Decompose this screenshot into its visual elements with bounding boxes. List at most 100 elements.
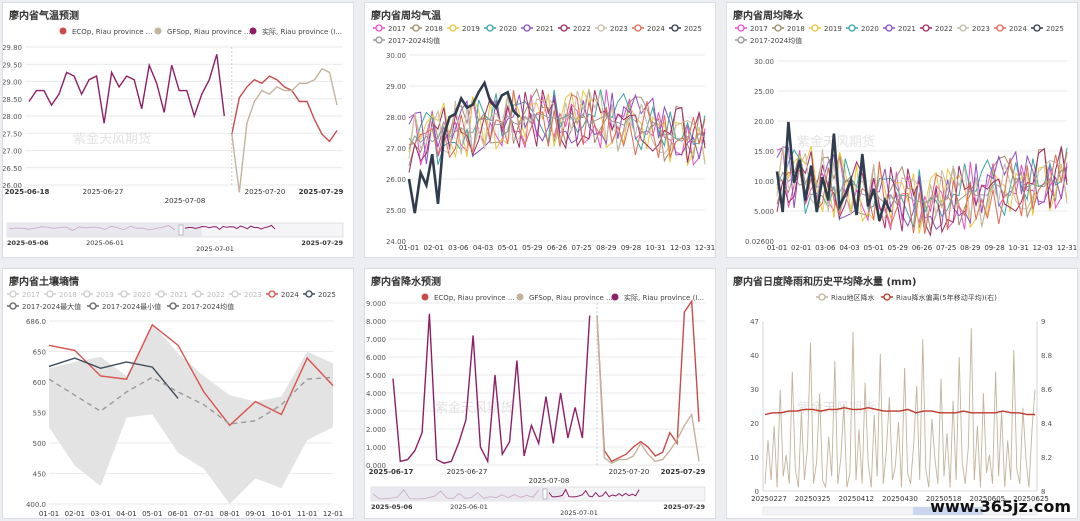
- x-tick-label: 07-25: [936, 244, 956, 252]
- legend-marker-5: [922, 24, 930, 32]
- legend-label-1: 2018: [425, 25, 443, 33]
- series-line-2025: [48, 357, 179, 399]
- x-tick-label: 09-28: [984, 244, 1004, 252]
- slider-mid-label: 2025-06-01: [86, 239, 124, 247]
- series-line-2017-2024均值: [48, 376, 334, 425]
- series-line-实际: [392, 313, 591, 464]
- series-line-2024: [408, 89, 706, 159]
- legend-label-4: 2021: [170, 291, 188, 299]
- legend-label-5: 2022: [573, 25, 591, 33]
- x-tick-label: 12-03: [1033, 244, 1053, 252]
- chart-weekly-rain[interactable]: 2017 2018 2019 2020 2021 2022 2023 2024 2025 2017…: [727, 3, 1078, 258]
- x-tick-label: 06-01: [168, 510, 188, 518]
- x-tick-label: 2025-07-20: [609, 468, 650, 476]
- slider-left-label: 2025-05-06: [7, 239, 49, 247]
- x-tick-label: 08-01: [220, 510, 240, 518]
- slider-range: [913, 507, 983, 515]
- legend-label-8: 2025: [1046, 25, 1064, 33]
- y-tick-label: 29.00: [2, 79, 22, 87]
- y-tick-label: 26.00: [386, 176, 406, 184]
- legend-label-6: 2023: [972, 25, 990, 33]
- chart-temp-forecast[interactable]: ECOp, Riau province ... GFSop, Riau provi…: [3, 3, 354, 258]
- chart-weekly-temp[interactable]: 2017 2018 2019 2020 2021 2022 2023 2024 2025 2017…: [365, 3, 716, 258]
- x-tick-label: 2025-07-20: [245, 188, 286, 196]
- series-line-rain: [764, 328, 1036, 488]
- x-tick-label: 20250412: [839, 495, 875, 503]
- legend-marker-1: [46, 290, 54, 298]
- legend-marker-4: [523, 24, 531, 32]
- y-tick-label: 10.00: [754, 178, 774, 186]
- chart-rain-forecast[interactable]: ECOp, Riau province ... GFSop, Riau provi…: [365, 269, 716, 519]
- y-tick-label: 30: [750, 386, 759, 394]
- legend-label-10: 2017-2024最小值: [102, 302, 161, 311]
- x-tick-label: 10-31: [1008, 244, 1028, 252]
- legend-marker-0: [59, 27, 67, 35]
- legend-label-3: 2020: [133, 291, 151, 299]
- legend-label-2: 2019: [96, 291, 114, 299]
- x-tick-label: 04-01: [116, 510, 136, 518]
- panel-title: 廖内省周均气温: [371, 11, 441, 22]
- series-line-2025: [775, 121, 892, 222]
- chart-daily-rain[interactable]: Riau地区降水 Riau降水偏离(5年移动平均)(右) 47 40 30 20 10 0 9 8…: [727, 269, 1078, 519]
- y-tick-label: 28.00: [2, 113, 22, 121]
- y-tick-label: 400.0: [26, 501, 46, 509]
- y-tick-label: 29.50: [2, 61, 22, 69]
- x-tick-label: 12-03: [670, 244, 690, 252]
- series-line-deviation: [764, 406, 1035, 416]
- x-tick-label: 20250518: [926, 495, 962, 503]
- y-tick-label: 8.8: [1041, 352, 1052, 360]
- y-tick-label: 0: [755, 488, 759, 496]
- y-tick-label: 5.000: [754, 208, 774, 216]
- x-tick-label: 2025-06-18: [5, 188, 50, 196]
- legend-marker-7: [268, 290, 276, 298]
- legend-label-7: 2024: [1009, 25, 1027, 33]
- legend-marker-0: [9, 290, 17, 298]
- legend-marker-8: [1033, 24, 1041, 32]
- x-tick-label: 06-26: [912, 244, 933, 252]
- x-tick-label: 2025-07-29: [661, 468, 706, 476]
- y-tick-label: 30.00: [386, 52, 406, 60]
- y-tick-label: 6.000: [366, 354, 386, 362]
- legend-marker-3: [486, 24, 494, 32]
- legend-label-1: 2018: [59, 291, 77, 299]
- x-tick-label: 12-31: [695, 244, 715, 252]
- y-tick-label: 7.000: [366, 336, 386, 344]
- slider-handle: [542, 488, 548, 500]
- series-line-实际: [28, 54, 225, 124]
- y-tick-label: 47: [750, 318, 759, 326]
- panel-title: 廖内省周均降水: [733, 11, 803, 22]
- slider-mid2-label: 2025-07-01: [196, 245, 234, 253]
- x-tick-label: 05-01: [863, 244, 883, 252]
- legend-label-9: 2017-2024最大值: [22, 302, 81, 311]
- x-tick-label: 2025-07-08: [165, 197, 206, 205]
- chart-soil-moisture[interactable]: 2017 2018 2019 2020 2021 2022 2023 2024 2025 2017…: [3, 269, 354, 519]
- legend-marker-7: [634, 24, 642, 32]
- x-tick-label: 2025-06-17: [369, 468, 414, 476]
- y-tick-label: 26.00: [2, 182, 22, 190]
- slider-mid-label: 2025-06-01: [450, 503, 488, 511]
- x-tick-label: 2025-06-27: [447, 468, 488, 476]
- legend-marker-0: [375, 24, 383, 32]
- legend-marker-1: [516, 293, 524, 301]
- slider-range: [7, 223, 202, 237]
- y-tick-label: 1.000: [366, 444, 386, 452]
- series-line-average: [776, 169, 1068, 208]
- legend-marker-3: [120, 290, 128, 298]
- y-tick-label: 29.00: [386, 83, 406, 91]
- y-tick-label: 8.4: [1041, 420, 1053, 428]
- y-tick-label: 3.000: [366, 408, 386, 416]
- legend-marker-6: [959, 24, 967, 32]
- x-tick-label: 01-01: [399, 244, 419, 252]
- x-tick-label: 2025-07-29: [299, 188, 344, 196]
- panel-title: 廖内省降水预测: [371, 277, 441, 288]
- legend-label-1: Riau降水偏离(5年移动平均)(右): [896, 293, 997, 302]
- legend-marker-0: [737, 24, 745, 32]
- legend-label-9: 2017-2024均值: [750, 36, 802, 45]
- legend-label-0: Riau地区降水: [831, 293, 875, 302]
- legend-label-0: 2017: [750, 25, 768, 33]
- y-tick-label: 27.50: [2, 130, 22, 138]
- panel-soil-moisture: 廖内省土壤墒情 紫金天风期货 2017201820192020202120222…: [2, 268, 354, 519]
- x-tick-label: 04-03: [839, 244, 859, 252]
- legend-marker-0: [421, 293, 429, 301]
- x-tick-label: 09-28: [621, 244, 641, 252]
